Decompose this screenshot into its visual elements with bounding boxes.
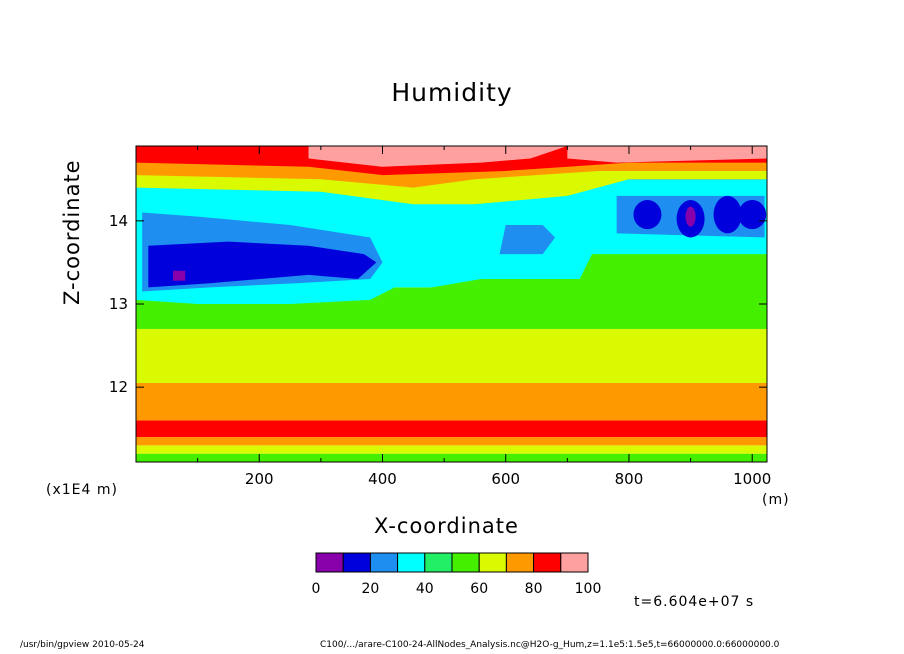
colorbar-swatch-4 <box>424 552 453 573</box>
x-tick-label-400: 400 <box>368 470 397 488</box>
humidity-layer-1 <box>136 445 767 454</box>
colorbar-swatch-1 <box>342 552 371 573</box>
colorbar-swatch-9 <box>560 552 589 573</box>
x-axis-scale-note: (x1E4 m) <box>46 482 118 498</box>
humidity-layer-4 <box>136 383 767 421</box>
purple-spot-left <box>172 270 186 281</box>
colorbar-swatch-7 <box>505 552 535 573</box>
colorbar-swatch-2 <box>369 552 399 573</box>
green-region <box>382 254 767 313</box>
x-axis-label: X-coordinate <box>374 514 519 538</box>
colorbar-label-40: 40 <box>416 581 434 597</box>
colorbar-label-100: 100 <box>575 581 602 597</box>
colorbar-label-60: 60 <box>470 581 488 597</box>
x-tick-label-1000: 1000 <box>733 470 771 488</box>
humidity-layer-0 <box>136 453 767 462</box>
x-tick-label-200: 200 <box>245 470 274 488</box>
colorbar-swatch-5 <box>451 552 480 573</box>
colorbar-label-80: 80 <box>525 581 543 597</box>
colorbar-swatch-3 <box>397 552 426 573</box>
darkblue-cell-right-0 <box>633 200 662 230</box>
top-band-pink-right <box>567 146 767 163</box>
time-annotation: t=6.604e+07 s <box>634 594 755 610</box>
darkblue-cell-right-3 <box>738 200 767 230</box>
colorbar-swatch-0 <box>315 552 344 573</box>
purple-spot-right <box>685 206 696 227</box>
footer-program-date: /usr/bin/gpview 2010-05-24 <box>20 640 145 650</box>
plot-area <box>136 146 767 462</box>
blue-region-mid <box>499 225 556 255</box>
humidity-layer-2 <box>136 437 767 446</box>
colorbar-label-20: 20 <box>361 581 379 597</box>
colorbar-swatch-8 <box>533 552 562 573</box>
darkblue-cell-right-2 <box>713 195 742 234</box>
x-tick-label-600: 600 <box>491 470 520 488</box>
colorbar-swatch-6 <box>478 552 507 573</box>
y-tick-label-13: 13 <box>109 295 128 313</box>
darkblue-region-left <box>148 241 377 288</box>
footer-data-source: C100/.../arare-C100-24-AllNodes_Analysis… <box>320 640 780 650</box>
colorbar-label-0: 0 <box>312 581 321 597</box>
humidity-layer-5 <box>136 328 767 383</box>
axes: 200 400 600 800 1000 12 13 14 <box>109 146 771 488</box>
humidity-layer-3 <box>136 420 767 438</box>
colorbar: 0 20 40 60 80 100 <box>312 552 602 597</box>
top-band-pink <box>308 146 568 167</box>
x-axis-unit: (m) <box>762 492 790 508</box>
y-tick-label-12: 12 <box>109 378 128 396</box>
x-tick-label-800: 800 <box>615 470 644 488</box>
chart-title: Humidity <box>391 78 513 107</box>
y-tick-label-14: 14 <box>109 212 128 230</box>
